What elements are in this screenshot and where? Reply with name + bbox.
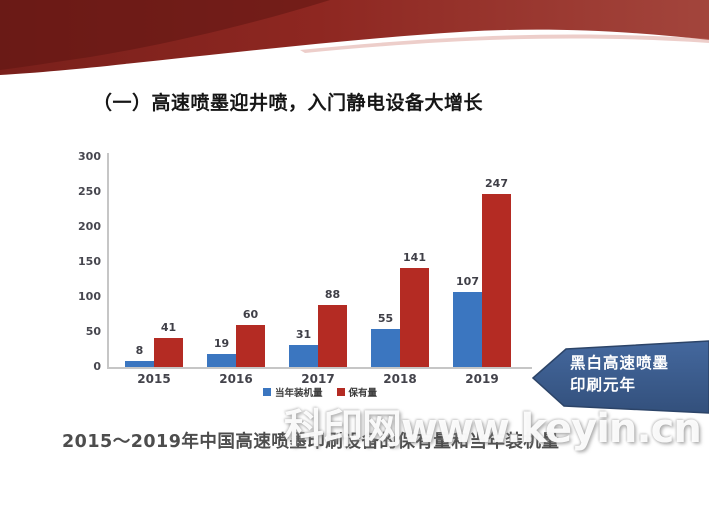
y-tick-label: 100 bbox=[78, 290, 101, 303]
bar-series1-2019 bbox=[482, 194, 511, 367]
bar-series0-2016 bbox=[207, 353, 236, 367]
bar-value-label: 60 bbox=[242, 308, 259, 321]
bar-value-label: 247 bbox=[485, 177, 508, 191]
chart-legend: 当年装机量 保有量 bbox=[95, 385, 545, 399]
y-tick-label: 0 bbox=[93, 360, 101, 373]
bar-series1-2018 bbox=[400, 268, 429, 367]
bar-value-label: 41 bbox=[160, 321, 177, 335]
bar-series1-2017 bbox=[318, 305, 347, 367]
bar-series0-2017 bbox=[289, 345, 318, 367]
page-title: （一）高速喷墨迎井喷，入门静电设备大增长 bbox=[93, 92, 484, 114]
y-axis-line bbox=[107, 153, 109, 367]
y-tick-label: 150 bbox=[78, 255, 101, 268]
bar-series0-2019 bbox=[453, 292, 482, 367]
legend-swatch-icon bbox=[336, 388, 345, 396]
y-tick-label: 200 bbox=[78, 220, 101, 233]
x-axis-line bbox=[107, 367, 532, 369]
legend-item-series0: 当年装机量 bbox=[262, 385, 323, 399]
callout-line-2: 印刷元年 bbox=[570, 376, 637, 394]
bar-value-label: 107 bbox=[456, 275, 479, 289]
bar-value-label: 19 bbox=[213, 336, 230, 350]
callout-line-1: 黑白高速喷墨 bbox=[570, 354, 670, 372]
x-tick-label: 2018 bbox=[383, 372, 417, 386]
bar-value-label: 8 bbox=[135, 344, 144, 358]
bar-series1-2015 bbox=[154, 338, 183, 367]
bar-series0-2015 bbox=[125, 361, 154, 367]
bar-value-label: 141 bbox=[403, 251, 426, 265]
bar-series1-2016 bbox=[236, 325, 265, 367]
x-tick-label: 2016 bbox=[219, 372, 253, 386]
bar-value-label: 31 bbox=[295, 328, 312, 342]
callout-text: 黑白高速喷墨 印刷元年 bbox=[570, 352, 669, 396]
legend-swatch-icon bbox=[262, 388, 271, 396]
callout-arrow-shape bbox=[531, 340, 709, 414]
x-tick-label: 2015 bbox=[137, 372, 171, 386]
legend-label: 保有量 bbox=[348, 388, 378, 399]
y-tick-label: 250 bbox=[78, 185, 101, 198]
bar-series0-2018 bbox=[371, 328, 400, 367]
legend-label: 当年装机量 bbox=[274, 388, 323, 399]
bar-value-label: 88 bbox=[324, 288, 341, 302]
bar-value-label: 55 bbox=[377, 311, 394, 325]
x-tick-label: 2017 bbox=[301, 372, 335, 386]
y-tick-label: 50 bbox=[85, 325, 101, 338]
legend-item-series1: 保有量 bbox=[336, 385, 378, 399]
x-tick-label: 2019 bbox=[465, 372, 499, 386]
chart-caption: 2015～2019年中国高速喷墨印刷设备的保有量和当年装机量 bbox=[62, 432, 560, 452]
y-tick-label: 300 bbox=[78, 150, 101, 163]
